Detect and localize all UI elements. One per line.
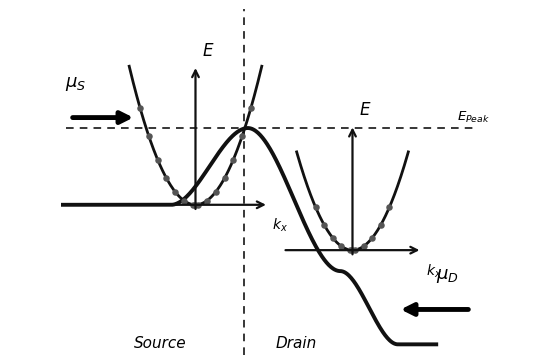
Point bbox=[346, 247, 354, 253]
Text: $E_{Peak}$: $E_{Peak}$ bbox=[457, 109, 490, 125]
Point bbox=[359, 243, 368, 249]
Point bbox=[153, 157, 162, 163]
Text: $\mu_D$: $\mu_D$ bbox=[436, 267, 459, 285]
Text: $E$: $E$ bbox=[359, 101, 372, 119]
Text: Drain: Drain bbox=[276, 336, 317, 351]
Point bbox=[189, 202, 197, 208]
Point bbox=[136, 105, 144, 111]
Point bbox=[247, 105, 255, 111]
Point bbox=[171, 189, 180, 195]
Point bbox=[220, 175, 229, 181]
Point bbox=[191, 202, 200, 208]
Point bbox=[311, 204, 320, 210]
Point bbox=[162, 175, 171, 181]
Point bbox=[229, 157, 237, 163]
Point bbox=[348, 247, 357, 253]
Text: $k_x$: $k_x$ bbox=[272, 217, 288, 234]
Point bbox=[144, 133, 153, 139]
Point bbox=[194, 202, 202, 208]
Text: $E$: $E$ bbox=[202, 42, 215, 60]
Text: $\mu_S$: $\mu_S$ bbox=[65, 75, 86, 93]
Point bbox=[337, 243, 346, 249]
Text: Source: Source bbox=[134, 336, 187, 351]
Point bbox=[238, 133, 247, 139]
Point bbox=[212, 189, 220, 195]
Point bbox=[180, 198, 188, 204]
Point bbox=[377, 222, 385, 228]
Point bbox=[368, 235, 377, 241]
Text: $k_x$: $k_x$ bbox=[426, 262, 441, 280]
Point bbox=[328, 235, 337, 241]
Point bbox=[385, 204, 394, 210]
Point bbox=[351, 247, 359, 253]
Point bbox=[202, 198, 211, 204]
Point bbox=[320, 222, 328, 228]
